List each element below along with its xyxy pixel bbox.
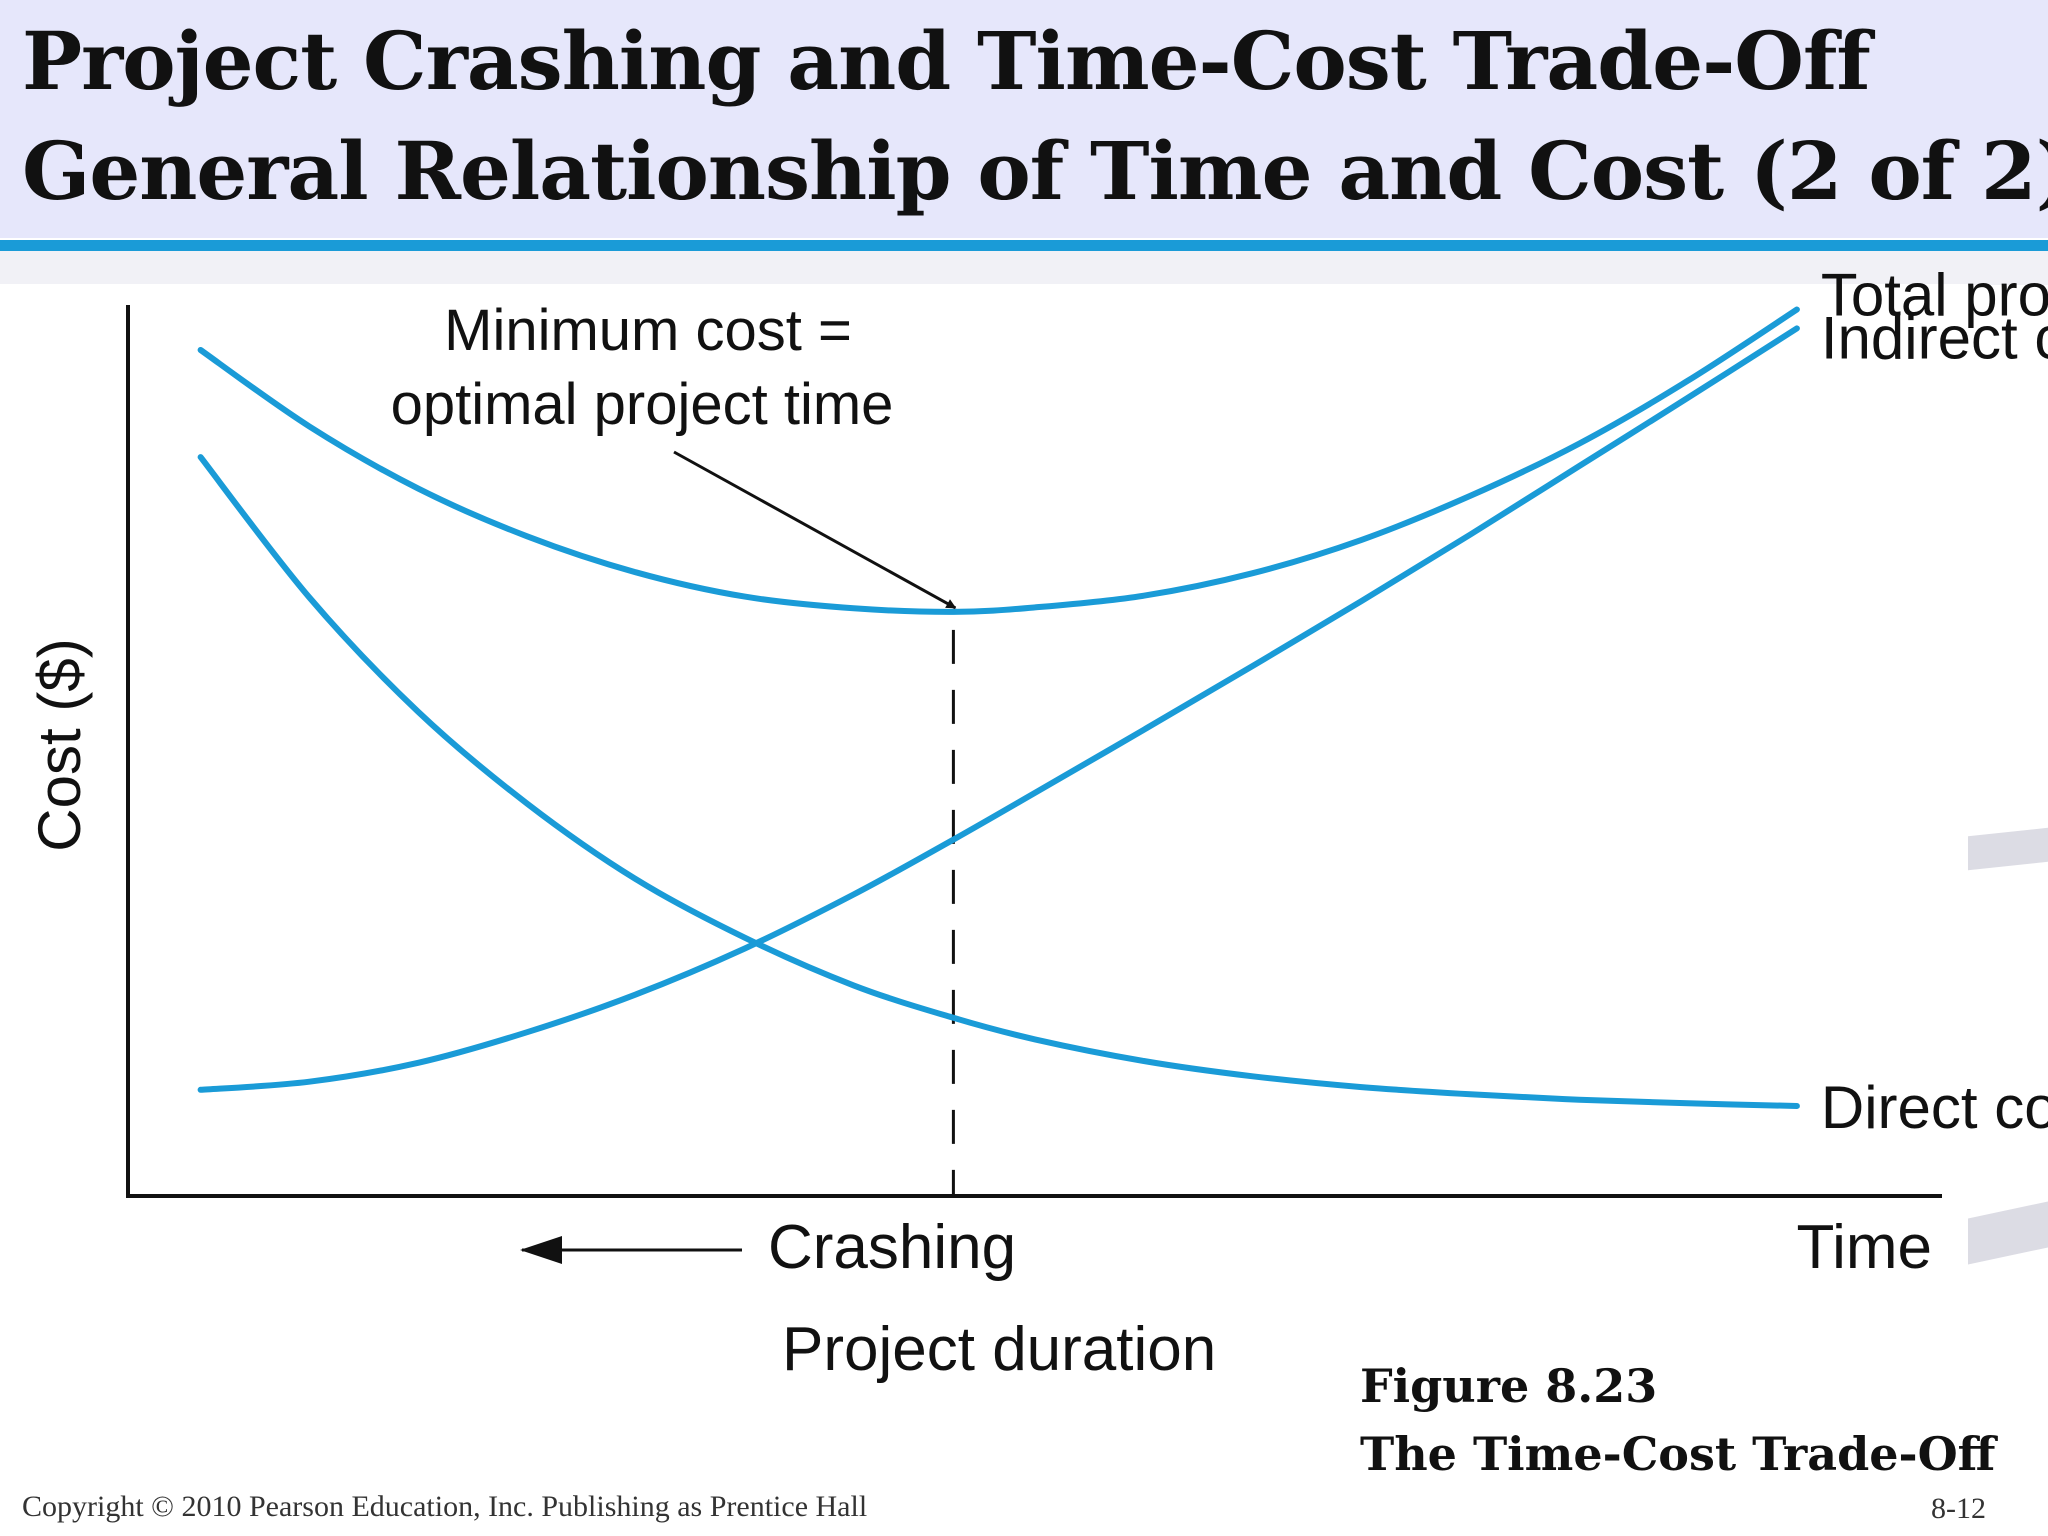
- crashing-label: Crashing: [768, 1213, 1016, 1282]
- page-number: 8-12: [1931, 1492, 1986, 1525]
- x-axis-label: Time: [1797, 1213, 1932, 1282]
- chart-panel: [0, 284, 1968, 1384]
- title-rule: [0, 240, 2048, 251]
- slide-title: Project Crashing and Time-Cost Trade-Off: [22, 14, 1871, 108]
- annotation-arrow: [673, 450, 957, 610]
- copyright-text: Copyright © 2010 Pearson Education, Inc.…: [22, 1490, 868, 1523]
- figure-title: The Time-Cost Trade-Off: [1360, 1427, 1996, 1481]
- total-project-costs-label: Total project costs: [1821, 262, 2048, 329]
- figure-number: Figure 8.23: [1360, 1359, 1658, 1413]
- direct-cost-label: Direct cost: [1821, 1074, 2048, 1141]
- x-axis-sublabel: Project duration: [782, 1315, 1216, 1384]
- title-band: [0, 0, 2048, 238]
- series-labels: Total project costsIndirect cost Direct c…: [1821, 262, 2048, 1142]
- annotation-line2: optimal project time: [391, 372, 894, 437]
- annotation-line1: Minimum cost =: [444, 298, 852, 363]
- slide-subtitle: General Relationship of Time and Cost (2…: [22, 124, 2048, 218]
- figure-caption: Figure 8.23 The Time-Cost Trade-Off: [1360, 1352, 1995, 1488]
- total-project-costs-curve: [197, 306, 1800, 615]
- y-axis-label: Cost ($): [26, 638, 93, 851]
- indirect-cost-label: Indirect cost: [1821, 304, 2048, 371]
- crashing-arrow-head: [520, 1236, 562, 1264]
- series-layer: [197, 306, 1800, 1109]
- title-underband: [0, 251, 2048, 285]
- indirect-cost-curve: [197, 325, 1800, 1093]
- direct-cost-curve: [197, 454, 1800, 1109]
